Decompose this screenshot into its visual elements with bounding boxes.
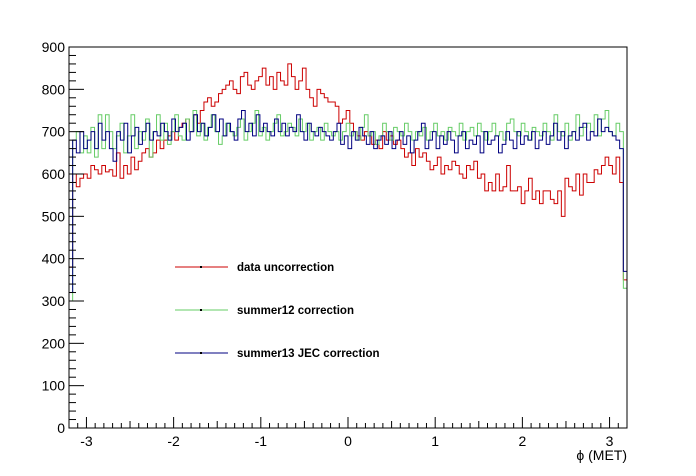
y-tick-label: 400 [42,251,66,267]
legend-label-2: summer12 correction [237,305,354,317]
x-tick-label: -2 [167,433,180,449]
y-tick-label: 700 [42,124,66,140]
y-tick-label: 800 [42,81,66,97]
y-tick-label: 900 [42,39,66,55]
series-layer [68,63,628,428]
legend-marker-1 [200,266,202,268]
y-tick-label: 100 [42,378,66,394]
y-tick-label: 600 [42,166,66,182]
legend-marker-3 [200,352,202,354]
x-tick-label: 1 [431,433,439,449]
x-tick-label: -1 [255,433,268,449]
y-tick-label: 200 [42,335,66,351]
y-tick-label: 500 [42,208,66,224]
x-tick-label: 0 [344,433,352,449]
series-line-1 [68,63,628,428]
y-axis-tick-labels: 0 100 200 300 400 500 600 700 800 900 [42,39,66,436]
legend-label-3: summer13 JEC correction [237,348,380,360]
x-axis-tick-labels: -3 -2 -1 0 1 2 3 [80,433,613,449]
legend-marker-2 [200,309,202,311]
legend-label-1: data uncorrection [237,262,334,274]
series-line-2 [68,110,628,428]
x-tick-label: 2 [518,433,526,449]
y-tick-label: 300 [42,293,66,309]
series-line-3 [68,110,628,428]
x-tick-label: -3 [80,433,93,449]
x-tick-label: 3 [606,433,614,449]
y-tick-label: 0 [57,420,65,436]
x-axis-title: ϕ (MET) [576,447,627,463]
legend: data uncorrection summer12 correction summ… [175,262,380,360]
x-axis-ticks [68,417,628,428]
y-axis-ticks [69,46,84,429]
